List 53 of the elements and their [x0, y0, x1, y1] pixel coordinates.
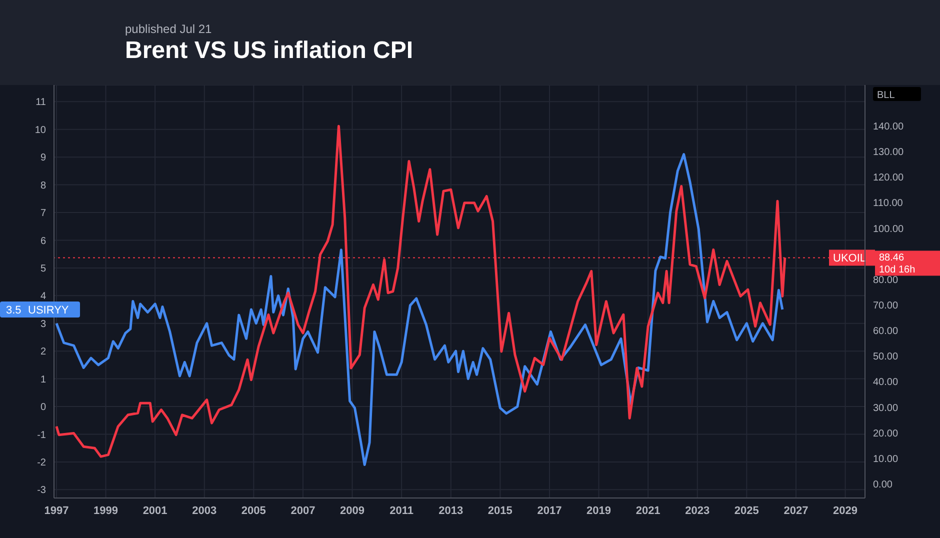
- y-tick-label: -3: [37, 485, 46, 496]
- x-tick-label: 2007: [290, 504, 316, 517]
- x-tick-label: 1997: [44, 504, 69, 517]
- x-tick-label: 1999: [94, 504, 118, 517]
- y-tick-label: 2: [40, 346, 46, 358]
- x-tick-label: 2003: [192, 504, 217, 517]
- series-label: USIRYY: [28, 304, 70, 317]
- y2-tick-label: 10.00: [873, 454, 898, 465]
- y-tick-label: 8: [40, 180, 46, 192]
- x-tick-label: 2005: [241, 504, 266, 517]
- x-tick-label: 2011: [390, 504, 414, 517]
- chart-title: Brent VS US inflation CPI: [125, 37, 414, 65]
- y-tick-label: 1: [40, 374, 46, 386]
- ref-line-label: 88.46: [879, 252, 904, 264]
- y2-tick-label: 60.00: [873, 326, 898, 338]
- y-tick-label: 6: [40, 236, 46, 247]
- x-tick-label: 2001: [142, 504, 168, 517]
- y-tick-label: 10: [34, 124, 46, 136]
- x-tick-label: 2019: [586, 504, 612, 517]
- x-tick-label: 2021: [636, 504, 660, 517]
- x-tick-label: 2029: [833, 504, 858, 517]
- y2-tick-label: 130.00: [873, 147, 904, 158]
- text: 10d 16h: [879, 264, 916, 276]
- y2-tick-label: 50.00: [873, 352, 898, 363]
- y-tick-label: -1: [37, 430, 46, 441]
- x-tick-label: 2009: [340, 504, 365, 517]
- x-tick-label: 2027: [784, 504, 808, 517]
- y-tick-label: 9: [40, 152, 46, 164]
- y2-tick-label: 20.00: [873, 428, 898, 440]
- y-tick-label: 4: [40, 291, 46, 302]
- x-tick-label: 2023: [685, 504, 710, 517]
- x-tick-label: 2017: [537, 504, 562, 517]
- y-tick-label: 0: [40, 402, 46, 414]
- y-tick-label: 7: [40, 208, 46, 220]
- y2-tick-label: 120.00: [873, 172, 904, 184]
- y2-axis-title: BLL: [877, 90, 896, 101]
- x-tick-label: 2015: [488, 504, 512, 517]
- x-tick-label: 2013: [438, 504, 464, 517]
- y-tick-label: 3: [40, 318, 46, 330]
- y-tick-label: 5: [40, 263, 46, 274]
- x-tick-label: 2025: [734, 504, 759, 517]
- y2-tick-label: 110.00: [873, 198, 904, 210]
- chart-subtitle: published Jul 21: [125, 22, 212, 36]
- y2-tick-label: 40.00: [873, 377, 898, 388]
- y2-tick-label: 0.00: [873, 479, 893, 490]
- y2-tick-label: 140.00: [873, 121, 904, 132]
- y2-tick-label: 70.00: [873, 300, 898, 312]
- text: 3.5: [6, 304, 22, 317]
- y2-tick-label: 100.00: [873, 224, 904, 235]
- y-tick-label: 11: [36, 97, 46, 108]
- y2-tick-label: 80.00: [873, 274, 898, 286]
- y-tick-label: -2: [37, 458, 46, 469]
- y2-tick-label: 30.00: [873, 402, 898, 414]
